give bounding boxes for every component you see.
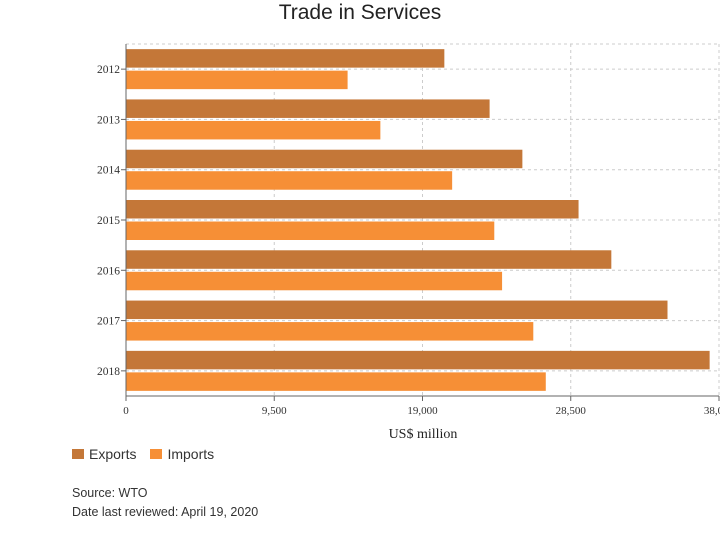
- y-tick-label-2013: 2013: [97, 114, 120, 126]
- x-tick-label-4: 38,000: [704, 405, 720, 417]
- bar-exports-2017[interactable]: [126, 300, 668, 320]
- bar-exports-2014[interactable]: [126, 149, 523, 169]
- legend-item-imports[interactable]: Imports: [150, 446, 214, 462]
- x-tick-label-1: 9,500: [262, 405, 287, 417]
- reviewed-date-text: Date last reviewed: April 19, 2020: [72, 505, 259, 519]
- y-tick-label-2018: 2018: [97, 366, 120, 378]
- legend-swatch-exports: [72, 449, 84, 459]
- legend: Exports Imports: [72, 446, 214, 462]
- footer: Source: WTO Date last reviewed: April 19…: [72, 484, 258, 522]
- y-tick-label-2016: 2016: [97, 265, 120, 277]
- y-tick-label-2017: 2017: [97, 316, 120, 328]
- x-tick-label-3: 28,500: [556, 405, 587, 417]
- bar-imports-2018[interactable]: [126, 372, 546, 391]
- chart-title: Trade in Services: [278, 1, 442, 24]
- bar-exports-2012[interactable]: [126, 49, 445, 68]
- bars: [126, 49, 710, 391]
- axes: 0 9,500 19,000 28,500 38,000 2012 2013 2014 2015…: [97, 44, 720, 417]
- bar-chart: 0 9,500 19,000 28,500 38,000 2012 2013 2014 2015…: [97, 43, 720, 440]
- bar-imports-2016[interactable]: [126, 271, 503, 291]
- bar-exports-2016[interactable]: [126, 250, 612, 269]
- y-tick-label-2012: 2012: [97, 64, 120, 76]
- source-text: Source: WTO: [72, 486, 148, 500]
- legend-swatch-imports: [150, 449, 163, 459]
- legend-label-imports: Imports: [167, 446, 215, 462]
- y-tick-label-2014: 2014: [97, 165, 120, 177]
- x-axis-label: US$ million: [389, 427, 458, 440]
- bar-imports-2012[interactable]: [126, 70, 348, 90]
- bar-imports-2017[interactable]: [126, 322, 534, 341]
- grid-lines: [126, 43, 720, 396]
- x-tick-label-0: 0: [123, 405, 129, 417]
- bar-exports-2013[interactable]: [126, 99, 490, 118]
- bar-exports-2015[interactable]: [126, 200, 579, 219]
- x-tick-label-2: 19,000: [407, 405, 438, 417]
- bar-imports-2015[interactable]: [126, 221, 495, 241]
- legend-label-exports: Exports: [89, 446, 137, 462]
- legend-item-exports[interactable]: Exports: [72, 446, 136, 462]
- bar-exports-2018[interactable]: [126, 350, 710, 370]
- bar-imports-2014[interactable]: [126, 171, 453, 190]
- y-tick-label-2015: 2015: [97, 215, 120, 227]
- bar-imports-2013[interactable]: [126, 120, 381, 140]
